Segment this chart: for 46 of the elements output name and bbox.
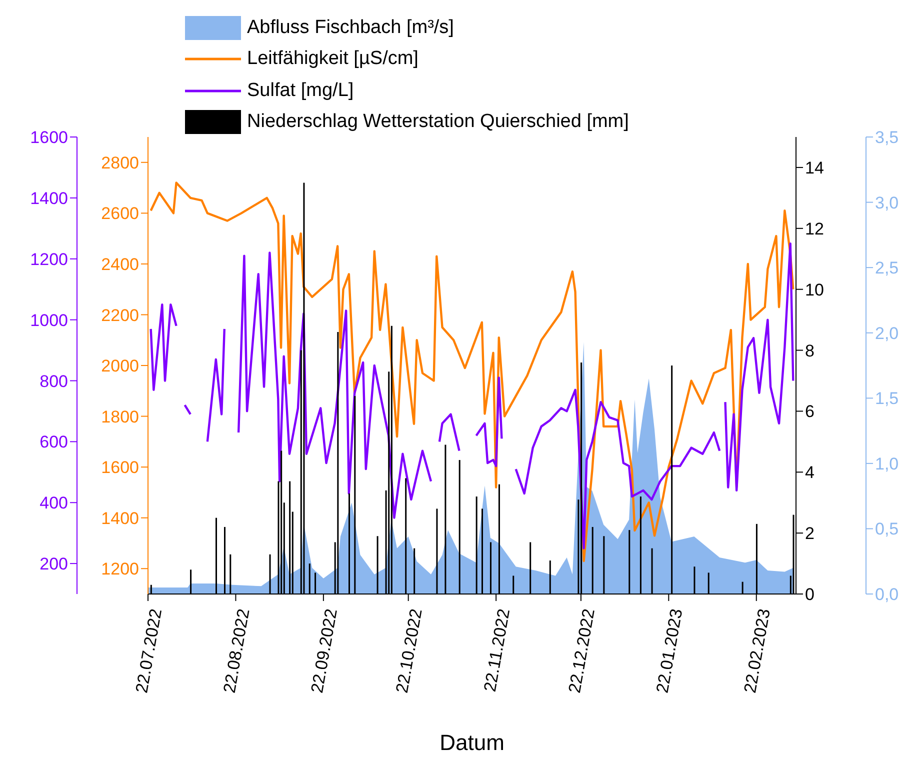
legend-label: Niederschlag Wetterstation Quierschied [mm]: [247, 111, 629, 134]
y3-tick-label: 3,0: [875, 193, 899, 212]
y3-tick-label: 0,5: [875, 520, 899, 539]
y-tick-label: 1200: [30, 250, 68, 269]
y-tick-label: 6: [805, 402, 814, 422]
y-tick-label: 1400: [30, 188, 68, 208]
x-tick-label: 22.11.2022: [480, 607, 514, 694]
x-tick-label: 22.08.2022: [220, 607, 254, 694]
y3-tick-label: 0,0: [875, 585, 899, 604]
y2-tick-label: 2600: [101, 204, 139, 224]
y-tick-label: 4: [805, 463, 814, 482]
y3-tick-label: 3,5: [875, 128, 899, 148]
y-tick-label: 600: [40, 432, 68, 452]
legend-label: Sulfat [mg/L]: [247, 80, 354, 102]
y3-tick-label: 2,0: [875, 324, 899, 343]
y-tick-label: 10: [805, 280, 824, 300]
y2-tick-label: 2000: [101, 356, 139, 376]
y2-tick-label: 2200: [101, 306, 139, 325]
x-tick-label: 22.07.2022: [132, 607, 166, 694]
y2-tick-label: 1200: [101, 560, 139, 579]
y2-tick-label: 2800: [101, 153, 139, 172]
y-tick-label: 400: [40, 494, 68, 513]
y-tick-label: 2: [805, 524, 814, 544]
x-tick-label: 22.10.2022: [392, 607, 426, 694]
x-tick-label: 22.02.2023: [740, 607, 774, 694]
y-tick-label: 0: [805, 585, 814, 604]
x-tick-label: 22.09.2022: [308, 607, 342, 694]
y2-tick-label: 2400: [101, 254, 139, 274]
x-tick-label: 22.01.2023: [652, 607, 686, 694]
y-tick-label: 14: [805, 158, 824, 178]
y3-tick-label: 2,5: [875, 258, 899, 278]
y-tick-label: 200: [40, 554, 68, 574]
y-tick-label: 800: [40, 372, 68, 391]
legend-label: Abfluss Fischbach [m³/s]: [247, 16, 454, 39]
y-tick-label: 12: [805, 219, 824, 238]
y2-tick-label: 1400: [101, 508, 139, 528]
y2-tick-label: 1600: [101, 458, 139, 478]
y-tick-label: 1000: [30, 310, 68, 330]
x-axis-title: Datum: [438, 730, 506, 756]
y3-tick-label: 1,0: [875, 454, 899, 474]
legend-label: Leitfähigkeit [µS/cm]: [247, 48, 418, 70]
y-tick-label: 1600: [30, 128, 68, 148]
y-tick-label: 8: [805, 341, 814, 360]
y3-tick-label: 1,5: [875, 389, 899, 408]
x-tick-label: 22.12.2022: [565, 607, 599, 694]
y2-tick-label: 1800: [101, 407, 139, 426]
